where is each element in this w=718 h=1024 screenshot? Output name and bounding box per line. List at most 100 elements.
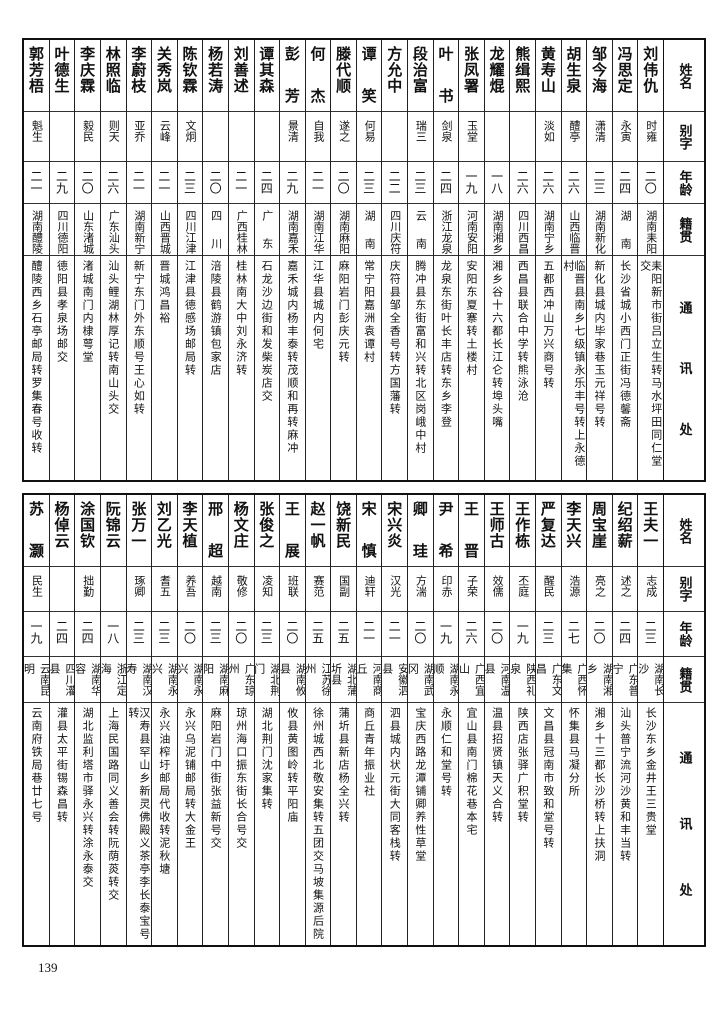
person-origin: 浙江龙泉: [439, 210, 453, 254]
person-age: 二三: [208, 620, 223, 644]
person-alias: 志成: [644, 575, 658, 597]
person-age: 二六: [540, 170, 555, 194]
person-alias: 毅民: [81, 120, 95, 142]
name-cell: 阮锦云: [100, 495, 126, 567]
alias-cell: 时雍: [638, 112, 663, 162]
age-cell: 二三: [408, 162, 433, 204]
address-cell: 五都西冲山万兴商号转: [536, 256, 561, 480]
age-cell: 二四: [612, 612, 638, 657]
person-alias: 永寅: [619, 120, 633, 142]
alias-cell: 越南: [203, 567, 228, 612]
origin-cell: 湖南永兴: [152, 657, 177, 703]
header-age-label: 年龄: [676, 621, 692, 647]
age-cell: 一八: [484, 162, 510, 204]
person-column: 严复达 醒民 二三 广东文昌 文昌县冠南市致和堂号转: [535, 495, 561, 945]
address-cell: 安阳东夏寨转土楼村: [459, 256, 484, 480]
name-cell: 李蔚枝: [126, 40, 152, 112]
person-alias: 亚乔: [132, 120, 146, 142]
person-name: 刘善述: [231, 46, 250, 94]
header-cell-origin: 籍贯: [664, 657, 704, 703]
origin-cell: 江苏徐州: [305, 657, 331, 703]
person-name: 段治富: [410, 46, 429, 94]
name-cell: 杨倬云: [49, 495, 75, 567]
person-age: 二四: [617, 170, 632, 194]
alias-cell: [484, 112, 510, 162]
person-address: 宜山县南门棉花巷本宅: [465, 707, 479, 837]
address-cell: 德阳县孝泉场邮交: [50, 256, 75, 480]
person-origin: 河南温县: [484, 663, 510, 696]
origin-cell: 四川德阳: [49, 204, 75, 256]
person-origin: 湖南耒阳: [644, 210, 658, 254]
person-address: 湘乡十三都长沙桥转上扶洞: [593, 707, 607, 863]
person-age: 二三: [361, 170, 376, 194]
person-age: 二〇: [284, 620, 299, 644]
origin-cell: 湖南江华: [305, 204, 331, 256]
alias-cell: 国副: [331, 567, 356, 612]
name-cell: 涂国钦: [75, 495, 100, 567]
address-cell: 永兴乌泥铺邮局转大金王: [178, 703, 203, 945]
alias-cell: 丕庭: [510, 567, 536, 612]
address-cell: 怀集县马凝分所: [562, 703, 587, 945]
person-address: 庆符县邹全香号转方国藩转: [388, 260, 402, 416]
person-name: 王师古: [487, 501, 506, 549]
person-origin: 湖南宁乡: [542, 210, 556, 254]
alias-cell: 养吾: [177, 567, 203, 612]
person-origin: 湖南新宁: [132, 210, 146, 254]
person-alias: 效儒: [491, 575, 505, 597]
person-origin: 山东渚城: [81, 210, 95, 254]
person-column: 张凤署 玉堂 一九 河南安阳 安阳东夏寨转土楼村: [458, 40, 484, 480]
alias-cell: 敬修: [228, 567, 254, 612]
person-name: 王夫一: [641, 501, 660, 549]
age-cell: 二一: [228, 162, 254, 204]
person-origin: 广东: [260, 210, 274, 249]
person-age: 二六: [566, 170, 581, 194]
age-cell: 二六: [459, 612, 484, 657]
age-cell: 一九: [24, 612, 49, 657]
name-cell: 龙耀焜: [484, 40, 510, 112]
person-origin: 云南: [414, 210, 428, 249]
age-cell: 二六: [561, 162, 587, 204]
alias-cell: 云峰: [152, 112, 177, 162]
person-address: 五都西冲山万兴商号转: [541, 260, 555, 390]
person-name: 刘乙光: [154, 501, 173, 549]
name-cell: 胡生泉: [561, 40, 587, 112]
person-age: 二三: [182, 170, 197, 194]
origin-cell: 湖南麻阳: [203, 657, 228, 703]
person-origin: 湖南醴陵: [30, 210, 44, 254]
person-age: 二六: [105, 170, 120, 194]
person-name: 谭其森: [257, 46, 276, 94]
person-alias: 剑泉: [439, 120, 453, 142]
origin-cell: 湖南麻阳: [331, 204, 356, 256]
alias-cell: [49, 112, 75, 162]
person-name: 邢超: [206, 501, 225, 559]
person-origin: 山西临晋: [567, 210, 581, 254]
person-name: 周宝崖: [590, 501, 609, 549]
person-age: 二〇: [208, 170, 223, 194]
person-address: 临晋县南乡七级镇永乐丰号转上永德村: [561, 260, 586, 468]
person-age: 二四: [259, 170, 274, 194]
age-cell: 二三: [152, 612, 177, 657]
age-cell: 二一: [305, 162, 331, 204]
person-origin: 湖南湘乡: [491, 210, 505, 254]
person-name: 滕代顺: [334, 46, 353, 94]
person-alias: 印赤: [439, 575, 453, 597]
age-cell: 一九: [510, 612, 536, 657]
person-address: 宝庆西路龙潭铺卿养性草堂: [413, 707, 427, 863]
alias-cell: 耆五: [152, 567, 177, 612]
name-cell: 段治富: [408, 40, 433, 112]
person-age: 二〇: [336, 170, 351, 194]
origin-cell: 广东普宁: [612, 657, 638, 703]
person-alias: 国副: [337, 575, 351, 597]
person-origin: 湖南麻阳: [337, 210, 351, 254]
person-address: 泗县城内状元街大同客栈转: [388, 707, 402, 863]
person-origin: 湖北荆门: [254, 663, 280, 696]
address-cell: 湘乡谷十六都长江仑转埠头嘴: [485, 256, 510, 480]
person-name: 王展: [282, 501, 301, 559]
person-column: 方允中 二二 四川庆符 庆符县邹全香号转方国藩转: [381, 40, 408, 480]
origin-cell: 浙江龙泉: [433, 204, 459, 256]
person-alias: 文炯: [184, 120, 198, 142]
address-cell: 宝庆西路龙潭铺卿养性草堂: [408, 703, 433, 945]
origin-cell: 广西桂林: [228, 204, 254, 256]
person-origin: 云南昆明: [24, 663, 49, 696]
person-column: 刘伟仇 时雍 二〇 湖南耒阳 耒阳新市街吕立生转马水坪田同仁堂交: [637, 40, 663, 480]
